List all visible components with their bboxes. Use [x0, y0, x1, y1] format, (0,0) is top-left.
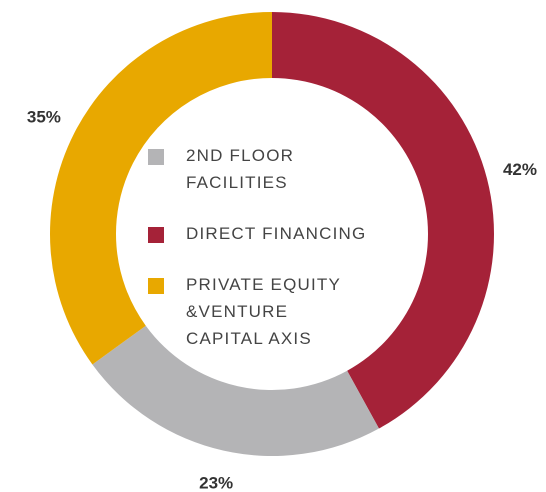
legend-label: PRIVATE EQUITY &VENTURE CAPITAL AXIS — [186, 275, 341, 348]
data-label: 35% — [27, 107, 61, 126]
legend-item: 2ND FLOOR FACILITIES — [148, 142, 446, 196]
legend-item: DIRECT FINANCING — [148, 220, 446, 247]
legend-swatch — [148, 149, 164, 165]
donut-segment — [92, 325, 379, 456]
data-label: 42% — [503, 160, 537, 179]
legend-swatch — [148, 227, 164, 243]
legend-item: PRIVATE EQUITY &VENTURE CAPITAL AXIS — [148, 271, 446, 352]
donut-segment — [272, 12, 495, 429]
legend-label: DIRECT FINANCING — [186, 224, 367, 243]
donut-segment — [50, 12, 272, 365]
legend: 2ND FLOOR FACILITIES DIRECT FINANCING PRIV… — [148, 142, 446, 376]
data-label: 23% — [199, 473, 233, 492]
legend-label: 2ND FLOOR FACILITIES — [186, 146, 295, 192]
legend-swatch — [148, 278, 164, 294]
